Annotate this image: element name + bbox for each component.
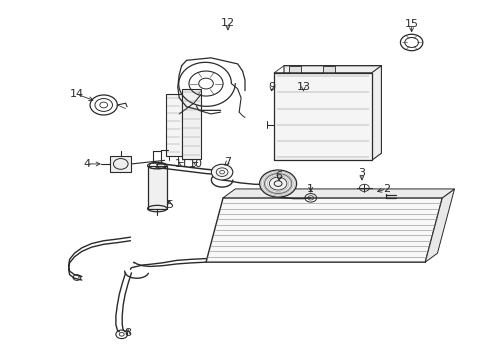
Text: 15: 15 (405, 18, 418, 28)
Bar (323, 66, 335, 73)
Text: 1: 1 (307, 184, 314, 194)
Circle shape (211, 164, 233, 180)
Bar (182, 89, 201, 158)
Polygon shape (223, 189, 455, 198)
Text: 4: 4 (83, 159, 90, 169)
Circle shape (260, 170, 296, 197)
Text: 5: 5 (166, 200, 173, 210)
Bar (110, 156, 131, 172)
Text: 14: 14 (70, 89, 84, 99)
Text: 8: 8 (124, 328, 132, 338)
Text: 13: 13 (296, 82, 311, 92)
Text: 12: 12 (221, 18, 235, 28)
Text: 2: 2 (383, 184, 390, 194)
Text: 9: 9 (268, 82, 275, 92)
Polygon shape (425, 189, 455, 262)
Polygon shape (274, 66, 381, 160)
Bar (289, 66, 301, 73)
Bar (147, 166, 167, 208)
Bar (274, 73, 372, 160)
Text: 11: 11 (174, 159, 189, 169)
Text: 10: 10 (189, 159, 203, 169)
Text: 3: 3 (358, 168, 366, 178)
Text: 7: 7 (224, 157, 231, 167)
Text: 6: 6 (275, 171, 283, 181)
Polygon shape (206, 198, 442, 262)
Bar (166, 94, 182, 156)
